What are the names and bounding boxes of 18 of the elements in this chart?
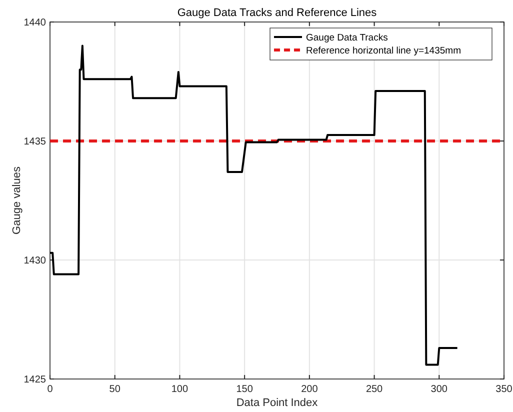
x-tick-label: 150 [236,384,254,395]
x-tick-label: 350 [496,384,513,395]
line-series [49,44,458,366]
x-tick-label: 50 [109,384,121,395]
x-tick-label: 250 [366,384,384,395]
x-axis-title: Data Point Index [236,397,318,409]
y-tick-label: 1430 [24,256,46,266]
legend-label: Gauge Data Tracks [306,32,388,44]
legend-label: Reference horizontal line y=1435mm [306,46,462,56]
chart-title: Gauge Data Tracks and Reference Lines [177,7,378,19]
y-tick-label: 1425 [24,374,46,386]
y-tick-label: 1440 [24,18,46,28]
x-tick-label: 100 [171,384,188,395]
x-tick-label: 300 [430,384,448,395]
y-tick-label: 1435 [24,136,46,148]
x-tick-label: 200 [301,384,318,395]
x-tick-label: 0 [47,384,54,395]
y-axis-title: Gauge values [11,166,23,234]
